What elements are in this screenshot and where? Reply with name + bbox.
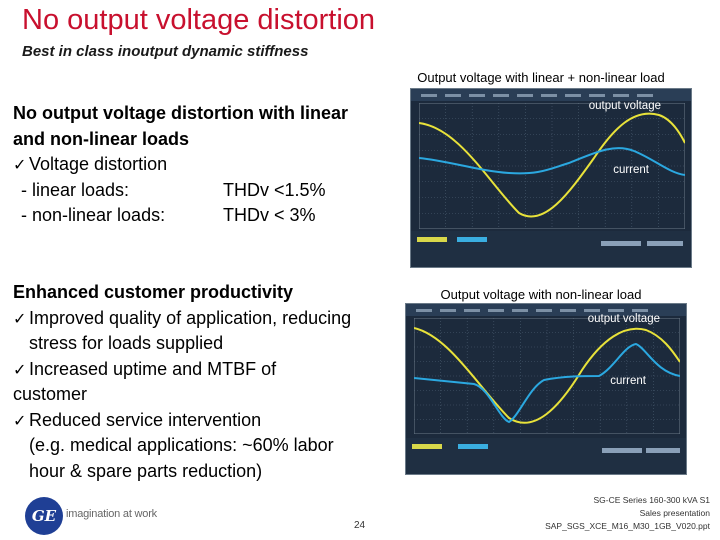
bullet-text-continued: hour & spare parts reduction) [29,460,263,481]
bullet-item: ✓ Voltage distortion [13,152,348,178]
scope-menubar [406,304,686,316]
bullet-text: Improved quality of application, reducin… [29,307,352,328]
footer-line: SG-CE Series 160-300 kVA S1 [593,495,710,505]
checkmark-icon: ✓ [13,359,27,379]
bullet-text-continued: (e.g. medical applications: ~60% labor [29,435,334,455]
checkmark-icon: ✓ [13,308,27,328]
scope-statusbar [411,231,691,267]
bullet-text: Increased uptime and MTBF of [29,358,277,379]
scope-statusbar [406,438,686,474]
section-distortion: No output voltage distortion with linear… [13,101,348,229]
thd-row-linear: - linear loads: THDv <1.5% [13,178,348,204]
scope-menubar [411,89,691,101]
tagline: imagination at work [66,508,157,520]
current-trace [414,342,680,424]
section-heading: Enhanced customer productivity [13,282,294,302]
current-label: current [610,375,646,387]
footer-info: SG-CE Series 160-300 kVA S1 Sales presen… [545,494,710,533]
bullet-item: ✓ Reduced service intervention [13,408,351,434]
thd-row-nonlinear: - non-linear loads: THDv < 3% [13,203,348,229]
page-subtitle: Best in class inoutput dynamic stiffness [22,43,309,60]
section-heading-line2: and non-linear loads [13,128,190,149]
voltage-trace [414,327,680,424]
thd-value: THDv < 3% [223,205,316,225]
oscilloscope-screen-1: output voltage current [410,88,692,268]
logo-text: GE [31,507,57,525]
checkmark-icon: ✓ [13,410,27,430]
bullet-item: ✓ Improved quality of application, reduci… [13,306,351,332]
page-number: 24 [354,520,366,531]
voltage-label: output voltage [587,313,660,325]
bullet-text-continued: stress for loads supplied [29,333,224,353]
checkmark-icon: ✓ [13,155,27,174]
bullet-item: ✓ Increased uptime and MTBF of [13,357,351,383]
page-title: No output voltage distortion [22,4,376,36]
thd-label: - non-linear loads: [21,205,166,225]
thd-value: THDv <1.5% [223,179,326,200]
scope-caption: Output voltage with non-linear load [440,287,642,302]
scope-plot [414,318,680,434]
voltage-label: output voltage [588,100,661,112]
bullet-text: Reduced service intervention [29,409,262,430]
footer-line: Sales presentation [639,508,710,518]
section-productivity: Enhanced customer productivity ✓ Improved… [13,280,351,484]
footer-line: SAP_SGS_XCE_M16_M30_1GB_V020.ppt [545,521,710,531]
bullet-text: Voltage distortion [29,154,168,174]
voltage-trace [419,112,685,218]
current-trace [419,147,685,176]
scope-plot [419,103,685,229]
thd-label: - linear loads: [21,179,130,200]
ge-logo-icon: GE [25,497,63,535]
oscilloscope-screen-2: output voltage current [405,303,687,475]
section-heading-line1: No output voltage distortion with linear [13,103,348,123]
current-label: current [613,164,649,176]
bullet-text-continued: customer [13,384,88,404]
scope-caption: Output voltage with linear + non-linear … [417,70,665,85]
